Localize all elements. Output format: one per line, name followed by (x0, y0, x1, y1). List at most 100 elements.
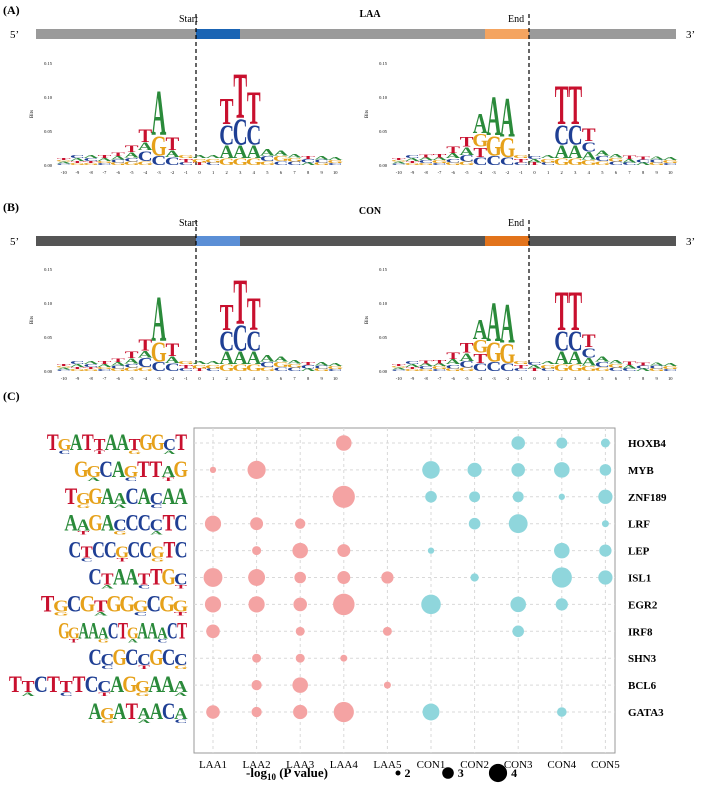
motif-letter-C: C (174, 650, 187, 669)
dot-EGR2-LAA1 (204, 596, 222, 613)
motif-letter-G: G (74, 456, 89, 482)
logo-letter-C: C (287, 367, 302, 372)
logo-letter-A: A (219, 348, 235, 369)
logo-x-tick: -1 (519, 170, 523, 175)
motif-letter-C: C (167, 618, 178, 644)
logo-x-tick: 5 (601, 170, 604, 175)
logo-letter-T: T (473, 350, 487, 366)
logo-letter-G: G (137, 367, 153, 373)
logo-letter-T: T (460, 339, 474, 356)
logo-x-tick: -8 (89, 170, 93, 175)
dot-EGR2-LAA2 (248, 596, 265, 613)
dot-ISL1-CON5 (598, 570, 613, 585)
logo-letter-A: A (663, 363, 678, 367)
logo-letter-A: A (70, 364, 85, 368)
motif-letter-A: A (150, 698, 164, 725)
three-prime-label: 3’ (686, 236, 695, 248)
dot-LRF-LAA2 (250, 517, 264, 531)
dot-IRF8-LAA3 (295, 626, 305, 636)
motif-letter-G: G (115, 543, 129, 561)
logo-x-tick: -4 (143, 376, 147, 381)
logo-x-tick: 6 (615, 170, 618, 175)
dot-ISL1-CON4 (551, 567, 572, 588)
logo-x-tick: 0 (198, 170, 201, 175)
motif-letter-G: G (88, 510, 102, 537)
dot-LEP-LAA3 (292, 542, 308, 559)
logo-letter-G: G (513, 361, 530, 365)
motif-letter-A: A (162, 483, 176, 510)
motif-letter-A: A (98, 625, 109, 643)
logo-x-tick: -2 (505, 376, 509, 381)
logo-x-tick: -1 (184, 170, 188, 175)
motif-letter-C: C (174, 569, 187, 588)
end-label: End (508, 218, 524, 229)
logo-letter-A: A (418, 363, 433, 367)
logo-letter-C: C (541, 162, 556, 166)
dot-BCL6-LAA3 (292, 677, 308, 693)
motif-letter-A: A (21, 691, 35, 697)
motif-letter-A: A (116, 429, 129, 456)
logo-x-tick: 2 (226, 170, 228, 175)
dot-LEP-CON5 (599, 544, 612, 557)
y-tick-label: SHN3 (628, 653, 657, 665)
logo-letter-T: T (433, 154, 447, 159)
motif-letter-G: G (135, 691, 150, 697)
logo-letter-A: A (541, 361, 556, 365)
logo-letter-A: A (595, 355, 611, 363)
logo-letter-T: T (233, 264, 247, 338)
logo-letter-G: G (327, 366, 344, 370)
motif-letter-G: G (174, 664, 188, 670)
logo-x-tick: 7 (628, 376, 631, 381)
y-tick-label: HOXB4 (628, 438, 666, 450)
dot-LEP-LAA2 (252, 546, 262, 556)
dot-GATA3-CON4 (556, 707, 567, 717)
logo-letter-T: T (165, 134, 179, 155)
logo-letter-A: A (432, 363, 447, 367)
logo-letter-C: C (649, 159, 664, 163)
gene-bar (36, 29, 676, 39)
motif-letter-C: C (125, 510, 138, 537)
logo-letter-A: A (260, 354, 275, 364)
logo-y-tick: 0.05 (379, 335, 388, 340)
logo-letter-T: T (125, 144, 139, 154)
logo-y-label: Bits (365, 316, 370, 324)
logo-letter-C: C (138, 148, 153, 165)
motif-letter-A: A (138, 483, 152, 510)
dot-LRF-CON5 (601, 520, 609, 528)
logo-letter-A: A (301, 368, 316, 372)
dot-LEP-LAA4 (337, 544, 351, 558)
logo-letter-C: C (418, 160, 433, 164)
motif-letter-T: T (94, 435, 106, 453)
motif-letter-C: C (99, 456, 113, 482)
five-prime-label: 5’ (10, 29, 19, 41)
logo-letter-A: A (405, 364, 420, 368)
logo-x-tick: 10 (333, 170, 338, 175)
motif-letter-C: C (150, 516, 163, 535)
logo-letter-C: C (287, 161, 302, 166)
dot-HOXB4-LAA4 (336, 435, 352, 451)
motif-letter-C: C (125, 483, 138, 510)
logo-y-tick: 0.00 (379, 369, 388, 374)
motif-letter-C: C (137, 650, 150, 669)
logo-letter-A: A (328, 363, 343, 367)
logo-x-tick: -5 (130, 376, 134, 381)
dot-ZNF189-CON4 (558, 493, 565, 500)
logo-x-tick: 10 (333, 376, 338, 381)
logo-letter-A: A (473, 109, 488, 140)
logo-letter-A: A (432, 157, 447, 161)
logo-letter-C: C (178, 162, 193, 166)
logo-x-tick: 1 (212, 376, 214, 381)
logo-x-tick: 6 (280, 170, 283, 175)
x-tick-label: CON2 (460, 759, 489, 771)
logo-letter-T: T (528, 368, 542, 372)
motif-letter-A: A (113, 489, 127, 508)
logo-letter-G: G (404, 163, 421, 166)
logo-letter-T: T (582, 125, 596, 146)
logo-y-tick: 0.15 (379, 61, 388, 66)
motif-letter-G: G (86, 462, 101, 481)
logo-letter-A: A (500, 293, 515, 355)
motif-letter-G: G (58, 435, 72, 453)
logo-letter-T: T (636, 363, 650, 367)
logo-y-tick: 0.05 (44, 335, 53, 340)
dot-plot: LAA1 LAA2 LAA3 LAA4 LAA5 CON1 CON2 CON3 CON4 CON5… (193, 427, 667, 771)
